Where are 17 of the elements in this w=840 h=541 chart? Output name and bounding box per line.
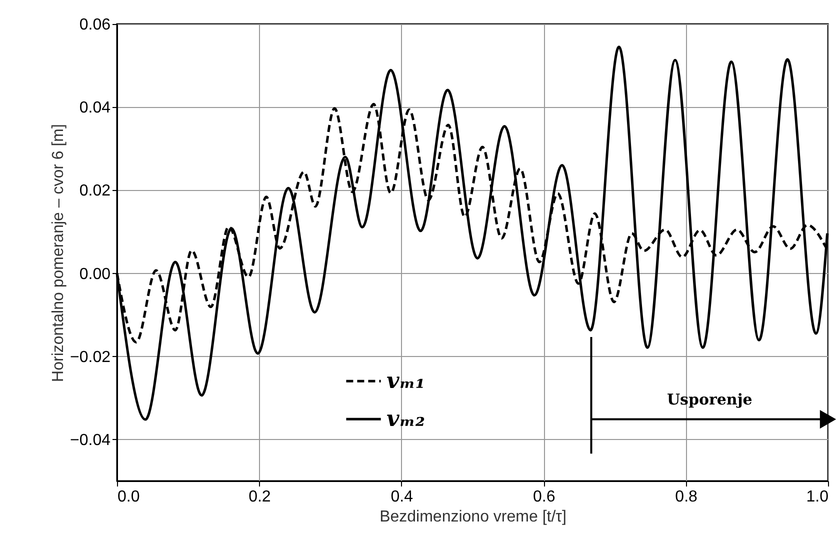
y-tick-label: −0.02 xyxy=(70,348,111,366)
legend-label: vₘ₂ xyxy=(386,406,425,432)
legend-label: vₘ₁ xyxy=(386,368,425,394)
annotation: Usporenje xyxy=(666,390,752,408)
x-tick-label: 0.0 xyxy=(118,488,140,506)
x-tick-label: 0.4 xyxy=(390,488,414,506)
x-tick-label: 0.8 xyxy=(675,488,698,506)
y-tick-label: 0.06 xyxy=(79,16,111,34)
y-tick-label: 0.00 xyxy=(79,266,111,283)
y-tick-label: 0.04 xyxy=(79,100,111,117)
y-axis-title: Horizontalno pomeranje – cvor 6 [m] xyxy=(50,124,68,382)
x-tick-label: 1.0 xyxy=(806,488,829,506)
x-tick-label: 0.2 xyxy=(248,488,271,506)
y-tick-label: −0.04 xyxy=(70,432,111,449)
x-tick-label: 0.6 xyxy=(532,488,556,506)
y-tick-label: 0.02 xyxy=(79,182,111,200)
x-axis-title: Bezdimenziono vreme [t/τ] xyxy=(380,508,566,526)
